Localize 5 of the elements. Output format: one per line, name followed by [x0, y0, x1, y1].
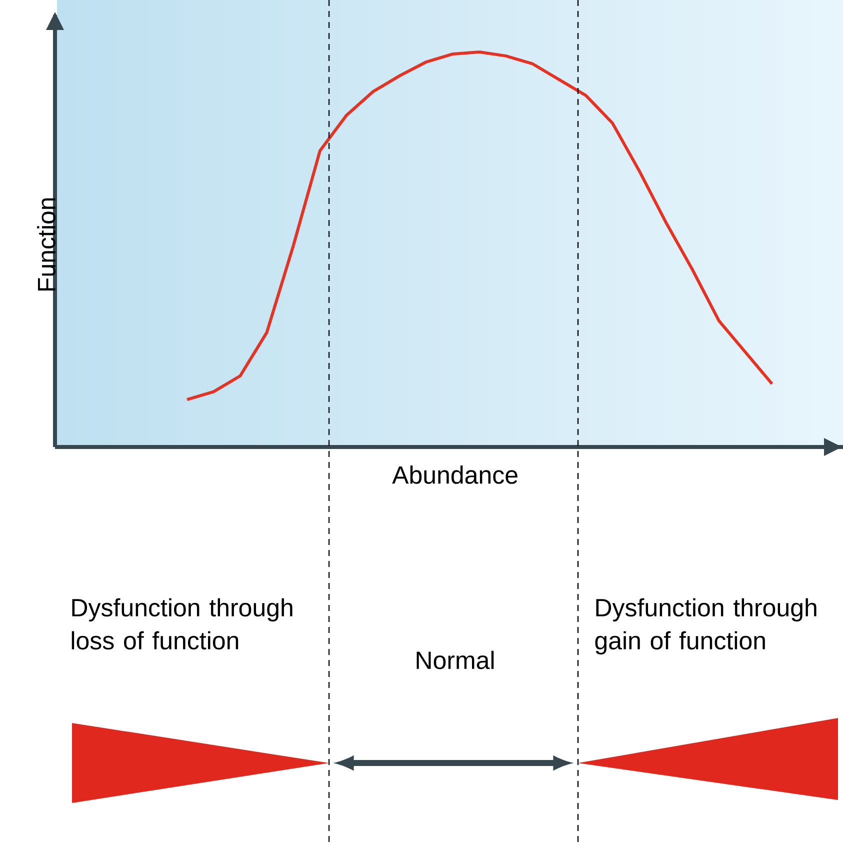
text: Normal: [416, 650, 494, 670]
text: Dysfunction through loss of function: [72, 598, 292, 650]
y-axis-title: Function: [37, 198, 56, 291]
x-axis-title: Abundance: [392, 466, 518, 484]
text: Dysfunction through gain of function: [595, 598, 816, 655]
